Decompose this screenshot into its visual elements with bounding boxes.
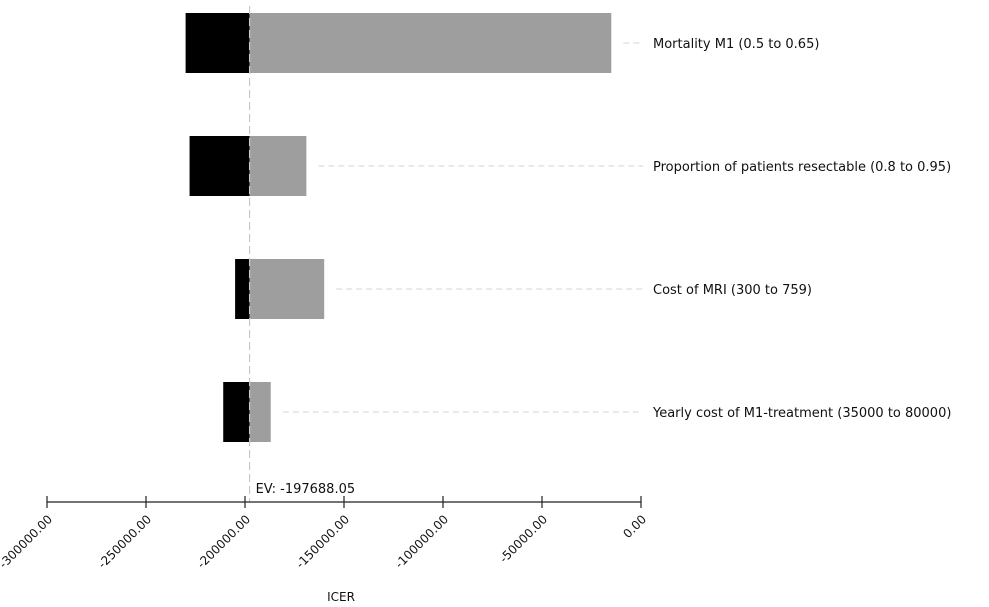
bars-layer: Mortality M1 (0.5 to 0.65) Proportion of … [185, 13, 951, 442]
tornado-bar-low [189, 136, 250, 196]
tornado-bar-low [185, 13, 250, 73]
x-tick-label: -300000.00 [0, 512, 55, 571]
x-axis: -300000.00 -250000.00 -200000.00 -150000.00… [0, 496, 649, 571]
x-tick-label: -50000.00 [497, 512, 550, 565]
tornado-bar-high [249, 259, 325, 319]
parameter-label: Mortality M1 (0.5 to 0.65) [653, 37, 819, 52]
tornado-bar-low [235, 259, 250, 319]
tornado-bar-low [223, 382, 250, 442]
x-axis-title: ICER [327, 590, 355, 604]
x-tick-label: -150000.00 [293, 512, 352, 571]
tornado-bar-high [249, 136, 307, 196]
tornado-bar-high [249, 13, 612, 73]
parameter-label: Cost of MRI (300 to 759) [653, 283, 812, 298]
x-tick-label: -100000.00 [392, 512, 451, 571]
parameter-label: Proportion of patients resectable (0.8 t… [653, 160, 951, 175]
parameter-label: Yearly cost of M1-treatment (35000 to 80… [652, 406, 951, 421]
expected-value-label: EV: -197688.05 [256, 482, 356, 497]
x-tick-label: -200000.00 [194, 512, 253, 571]
tornado-bar-high [249, 382, 271, 442]
x-tick-label: -250000.00 [95, 512, 154, 571]
x-tick-label: 0.00 [620, 512, 649, 541]
